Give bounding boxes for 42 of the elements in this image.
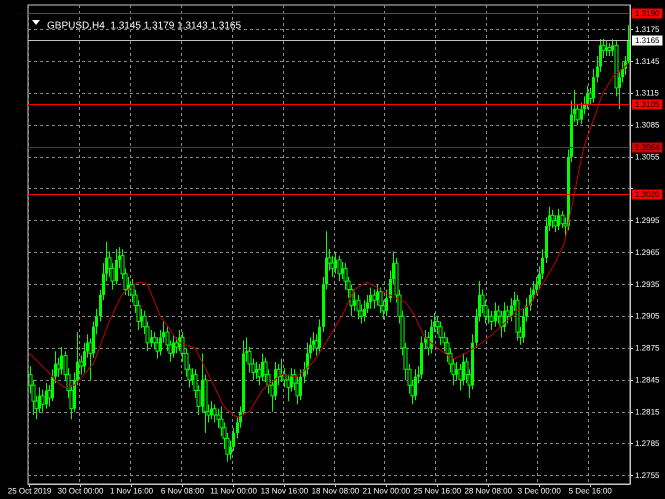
candlestick xyxy=(172,334,175,358)
x-tick-label: 18 Nov 08:00 xyxy=(312,486,360,496)
candlestick xyxy=(414,368,417,401)
y-tick-label: 1.2785 xyxy=(635,439,660,448)
ref-line-label: 1.3064 xyxy=(635,143,660,152)
candlestick xyxy=(318,318,321,354)
x-tick-label: 25 Oct 2019 xyxy=(8,486,52,496)
candlestick xyxy=(356,294,360,320)
y-tick-label: 1.3175 xyxy=(635,24,660,34)
y-tick-label: 1.2995 xyxy=(635,216,660,226)
y-tick-label: 1.2905 xyxy=(635,312,660,321)
y-tick-label: 1.2875 xyxy=(635,344,660,353)
x-tick-label: 28 Nov 08:00 xyxy=(464,486,513,496)
y-tick-label: 1.2845 xyxy=(635,375,660,384)
x-tick-label: 5 Dec 16:00 xyxy=(568,486,612,496)
candlestick xyxy=(338,255,342,282)
y-tick-label: 1.2965 xyxy=(635,248,660,257)
y-tick-label: 1.3055 xyxy=(635,152,660,162)
ref-line-label: 1.3165 xyxy=(635,36,660,45)
x-tick-label: 3 Dec 00:00 xyxy=(518,486,562,496)
ref-line-label: 1.3190 xyxy=(635,9,660,18)
text: GBPUSD,H4 1.3145 1.3179 1.3143 1.3165 xyxy=(47,20,242,32)
candlestick xyxy=(608,42,612,56)
candlestick xyxy=(550,209,554,229)
x-tick-label: 6 Nov 08:00 xyxy=(160,486,205,496)
x-tick-label: 21 Nov 00:00 xyxy=(362,486,411,496)
x-tick-label: 13 Nov 16:00 xyxy=(260,486,309,496)
x-tick-label: 11 Nov 00:00 xyxy=(210,486,258,496)
x-tick-label: 30 Oct 00:00 xyxy=(58,486,104,496)
x-tick-label: 25 Nov 16:00 xyxy=(414,486,462,496)
y-tick-label: 1.3085 xyxy=(635,120,660,130)
candlestick xyxy=(385,289,388,317)
y-tick-label: 1.3115 xyxy=(635,88,660,98)
y-tick-label: 1.3145 xyxy=(635,56,660,66)
ref-line-label: 1.3105 xyxy=(635,100,660,109)
ref-line-label: 1.3020 xyxy=(635,190,660,199)
candlestick xyxy=(592,68,595,104)
y-tick-label: 1.2815 xyxy=(635,407,660,416)
x-tick-label: 1 Nov 16:00 xyxy=(110,486,154,496)
candlestick xyxy=(299,368,302,401)
y-tick-label: 1.2935 xyxy=(635,280,660,289)
y-tick-label: 1.2755 xyxy=(635,471,660,480)
